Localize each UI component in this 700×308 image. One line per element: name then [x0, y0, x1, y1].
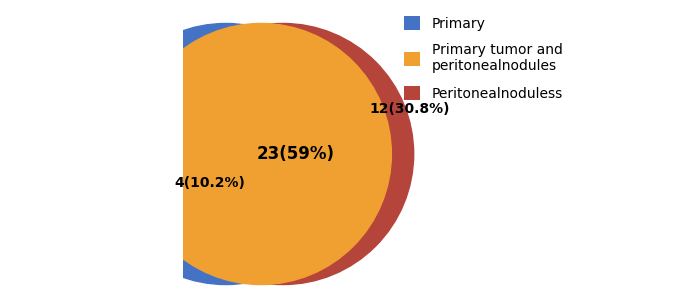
Text: 4(10.2%): 4(10.2%): [175, 176, 246, 190]
Circle shape: [95, 23, 356, 285]
Text: 12(30.8%): 12(30.8%): [369, 103, 449, 116]
Circle shape: [153, 23, 414, 285]
Circle shape: [130, 23, 391, 285]
Legend: Primary, Primary tumor and
peritonealnodules, Peritonealnoduless: Primary, Primary tumor and peritonealnod…: [404, 16, 563, 101]
Text: 23(59%): 23(59%): [257, 145, 335, 163]
